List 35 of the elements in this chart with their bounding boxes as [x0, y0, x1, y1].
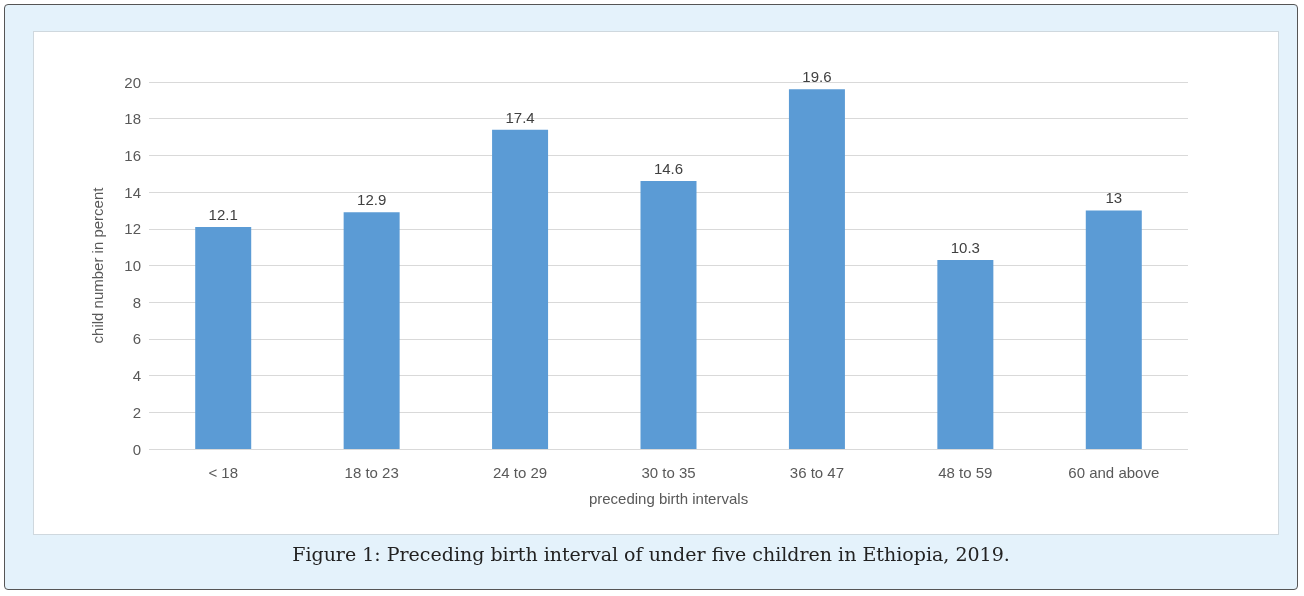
bar: [640, 181, 697, 449]
data-label: 10.3: [950, 238, 980, 256]
y-tick-label: 6: [132, 330, 141, 348]
y-axis-title: child number in percent: [89, 186, 106, 344]
y-tick-label: 20: [124, 73, 141, 91]
data-label: 17.4: [505, 108, 535, 126]
data-label: 12.1: [208, 205, 238, 223]
bar: [1085, 210, 1142, 449]
x-tick-label: 48 to 59: [938, 464, 993, 481]
data-label: 19.6: [802, 68, 832, 86]
y-tick-label: 10: [124, 257, 141, 274]
data-label: 12.9: [357, 191, 387, 209]
y-tick-label: 12: [124, 220, 141, 238]
y-tick-label: 2: [132, 403, 141, 421]
bar: [788, 89, 845, 449]
x-tick-label: 24 to 29: [492, 464, 548, 481]
data-label: 13: [1105, 189, 1123, 207]
y-tick-label: 0: [132, 440, 141, 458]
x-tick-label: 30 to 35: [641, 464, 696, 481]
y-tick-label: 14: [124, 183, 141, 201]
y-tick-label: 8: [132, 293, 141, 311]
x-axis-title: preceding birth intervals: [588, 490, 749, 507]
x-tick-label: < 18: [208, 464, 239, 481]
x-tick-label: 18 to 23: [344, 464, 399, 481]
y-tick-label: 16: [124, 146, 141, 164]
y-tick-label: 4: [132, 367, 141, 385]
x-tick-label: 60 and above: [1068, 464, 1160, 481]
bar: [492, 129, 549, 449]
y-tick-label: 18: [124, 110, 141, 128]
data-label: 14.6: [653, 160, 684, 178]
caption: Figure 1: Preceding birth interval of under five children in Ethiopia, 2019.: [291, 543, 1011, 565]
bar: [195, 226, 252, 449]
bar: [937, 260, 994, 449]
x-tick-label: 36 to 47: [789, 464, 845, 481]
bar: [343, 212, 400, 449]
